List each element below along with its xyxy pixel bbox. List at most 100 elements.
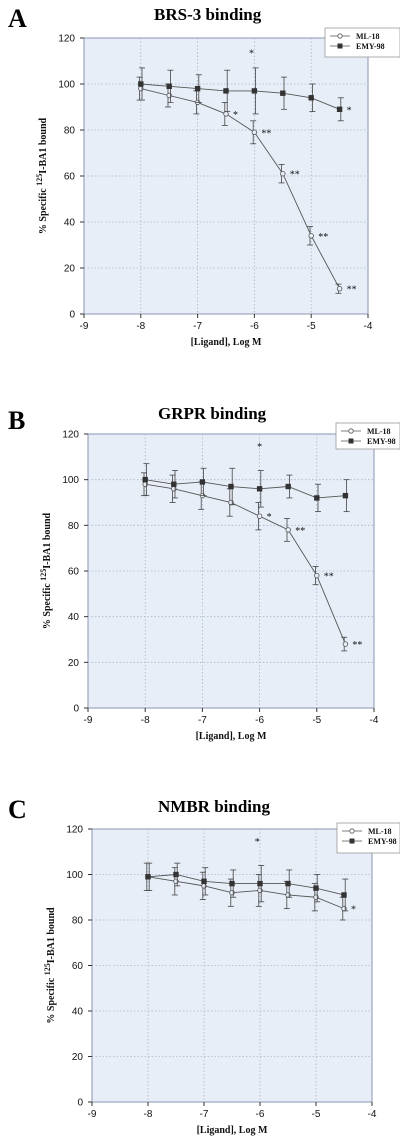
chart-c-series-ml18-point: [173, 878, 179, 885]
chart-a-legend-emy98-label: EMY-98: [356, 42, 385, 51]
chart-c-legend-emy98-label: EMY-98: [368, 837, 397, 846]
panel-c: C NMBR binding -9 -8 -7 -6 -5 -4 0 20 40 60 80 100 1…: [0, 765, 400, 1145]
chart-c-x-tick-label: -9: [88, 1109, 97, 1120]
chart-a-series-ml18-significance-label: **: [290, 170, 300, 181]
panel-c-letter: C: [8, 795, 27, 824]
chart-b-x-tick-label: -9: [84, 715, 93, 726]
panel-a-title: BRS-3 binding: [154, 5, 262, 24]
panel-b-letter: B: [8, 406, 26, 435]
chart-b-legend-ml18-marker: [348, 428, 354, 434]
chart-c-series-emy98-point: [145, 874, 151, 880]
chart-a-series-ml18-significance-label: *: [233, 110, 238, 121]
panel-b: B GRPR binding -9 -8 -7 -6 -5 -4 0 20 40 60 80 100 1…: [0, 380, 400, 765]
chart-a-y-tick-label: 60: [64, 172, 76, 183]
chart-a-series-emy98-line: [140, 83, 340, 110]
chart-a-series-ml18-point: [166, 92, 172, 99]
chart-b-y-tick-label: 80: [68, 521, 80, 532]
panel-a-letter: A: [8, 4, 27, 33]
chart-c-series-emy98-point: [257, 880, 263, 887]
chart-c-y-tick-label: 20: [72, 1052, 84, 1063]
chart-c-series-emy98-point: [313, 885, 319, 891]
chart-c-y-tick-label: 100: [66, 870, 83, 881]
chart-c-y-axis-label: % Specific 125I-BA1 bound: [43, 907, 57, 1024]
chart-c-y-tick-label: 40: [72, 1007, 84, 1018]
chart-a-series-emy98-point: [166, 83, 172, 89]
chart-a-x-tick-label: -4: [364, 321, 373, 332]
chart-b-series-ml18-point: [171, 486, 177, 492]
chart-a-stray-asterisk: *: [249, 48, 254, 59]
chart-b-series-ml18-line: [145, 483, 346, 645]
chart-c-legend-ml18-marker: [349, 828, 355, 834]
chart-c-x-tick-label: -8: [144, 1109, 153, 1120]
chart-b-y-tick-label: 40: [68, 612, 80, 623]
chart-b-series-emy98-point: [142, 476, 148, 483]
chart-b-x-tick-label: -8: [141, 715, 150, 726]
chart-c-series-ml18-point: [229, 889, 235, 896]
chart-b-y-tick-label: 100: [62, 475, 79, 486]
chart-c-series-emy98-point: [341, 892, 347, 898]
chart-a-series-emy98-significance-label: *: [347, 105, 352, 116]
chart-b-series-ml18-significance-label: *: [267, 512, 272, 523]
chart-b-x-tick-label: -4: [370, 715, 379, 726]
chart-a-series-ml18-point: [336, 286, 343, 292]
chart-c-legend-ml18-label: ML-18: [368, 827, 392, 836]
chart-b: -9 -8 -7 -6 -5 -4 0 20 40 60 80 100 120 [Ligand], Log…: [39, 422, 400, 742]
chart-a-legend-ml18-marker: [337, 33, 343, 39]
chart-b-series-emy98-point: [228, 483, 234, 490]
chart-a-y-tick-label: 80: [64, 126, 76, 137]
chart-b-series-emy98-point: [314, 495, 320, 501]
chart-a-y-tick-label: 100: [58, 80, 75, 91]
chart-c: -9 -8 -7 -6 -5 -4 0 20 40 60 80 100 120 [Ligand], Log…: [43, 822, 400, 1136]
chart-b-legend-emy98-marker: [348, 438, 354, 444]
chart-b-series-ml18-point: [314, 572, 320, 579]
chart-a-series-emy98-point: [336, 106, 343, 112]
chart-b-series-ml18-point: [142, 481, 148, 487]
chart-a-x-tick-label: -9: [80, 321, 89, 332]
chart-c-series-emy98-point: [201, 878, 207, 885]
chart-a-series-emy98-point: [308, 95, 314, 101]
chart-a-series-ml18-line: [140, 88, 340, 289]
chart-a-series-ml18-significance-label: **: [261, 128, 271, 139]
panel-a: A BRS-3 binding -9 -8 -7 -6 -5 -4 0 20 40 60 80 100…: [0, 0, 400, 380]
chart-b-legend-box: [335, 422, 400, 450]
chart-c-x-axis-label: [Ligand], Log M: [197, 1125, 268, 1136]
chart-a-legend-ml18-label: ML-18: [356, 32, 380, 41]
chart-b-series-emy98-line: [145, 479, 346, 499]
chart-b-y-tick-label: 0: [73, 704, 79, 715]
chart-a-y-tick-label: 40: [64, 218, 76, 229]
chart-c-x-tick-label: -7: [200, 1109, 209, 1120]
chart-c-legend-box: [336, 822, 400, 854]
chart-a: -9 -8 -7 -6 -5 -4 0 20 40 60 80 100 120 [Ligand], Log…: [35, 27, 400, 348]
chart-b-series-ml18-point: [228, 499, 234, 506]
chart-a-x-tick-label: -6: [250, 321, 259, 332]
chart-a-legend-box: [324, 27, 400, 58]
chart-b-x-tick-label: -7: [198, 715, 207, 726]
chart-a-x-tick-label: -8: [136, 321, 145, 332]
chart-a-plot-area: [83, 37, 369, 315]
chart-b-series-emy98-point: [285, 483, 291, 490]
chart-a-y-tick-label: 0: [69, 310, 75, 321]
chart-a-series-emy98-point: [251, 88, 258, 94]
chart-c-series-ml18-line: [147, 876, 345, 910]
chart-b-series-emy98-point: [342, 492, 349, 499]
chart-c-y-axis-label-post: I-BA1 bound: [46, 907, 57, 963]
chart-a-y-axis-label-post: I-BA1 bound: [38, 117, 49, 173]
chart-c-series-emy98-line: [147, 874, 345, 896]
chart-c-series-ml18-point: [201, 883, 207, 889]
chart-b-x-axis-label: [Ligand], Log M: [196, 731, 267, 742]
panel-c-title: NMBR binding: [158, 797, 270, 816]
chart-b-series-ml18-significance-label: **: [352, 640, 362, 651]
chart-b-series-ml18-significance-label: **: [295, 526, 305, 537]
chart-c-series-ml18-point: [313, 894, 319, 900]
chart-b-x-tick-label: -6: [255, 715, 264, 726]
chart-b-y-axis-label-post: I-BA1 bound: [42, 512, 53, 568]
chart-a-x-tick-label: -5: [307, 321, 316, 332]
chart-a-y-tick-label: 120: [58, 34, 75, 45]
panel-b-title: GRPR binding: [158, 404, 267, 423]
chart-c-y-tick-label: 0: [77, 1098, 83, 1109]
chart-a-series-ml18-significance-label: **: [318, 232, 328, 243]
chart-b-series-emy98-point: [199, 479, 206, 485]
chart-a-series-ml18-point: [138, 85, 144, 92]
chart-b-y-axis-label-sup: 125: [39, 569, 48, 581]
chart-b-x-tick-label: -5: [312, 715, 321, 726]
